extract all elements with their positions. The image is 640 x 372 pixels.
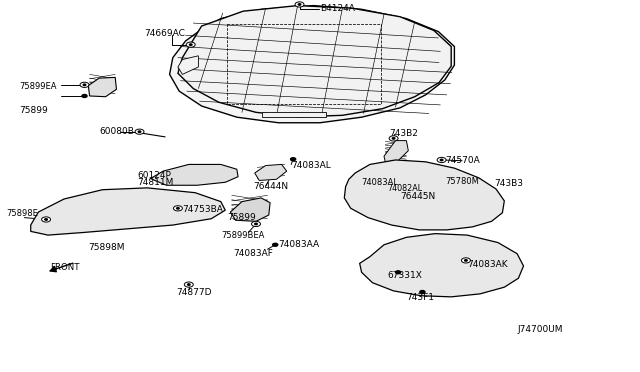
Text: 74083AF: 74083AF	[234, 249, 273, 258]
Polygon shape	[344, 160, 504, 230]
Text: 60080B: 60080B	[99, 127, 134, 136]
Text: J74700UM: J74700UM	[517, 325, 563, 334]
Circle shape	[45, 219, 47, 220]
Circle shape	[389, 136, 398, 141]
Circle shape	[42, 217, 51, 222]
Circle shape	[138, 131, 141, 132]
Text: 75899: 75899	[227, 213, 256, 222]
Circle shape	[173, 206, 182, 211]
Circle shape	[189, 44, 192, 45]
Text: 75899: 75899	[19, 106, 48, 115]
Text: 74669AC: 74669AC	[144, 29, 185, 38]
Circle shape	[291, 158, 296, 161]
Circle shape	[461, 258, 470, 263]
Text: 743B2: 743B2	[389, 129, 418, 138]
Text: 74083AK: 74083AK	[467, 260, 508, 269]
Polygon shape	[230, 198, 270, 221]
Text: 743F1: 743F1	[406, 293, 435, 302]
Circle shape	[440, 159, 443, 161]
Text: 60124P: 60124P	[138, 171, 172, 180]
Text: 75898M: 75898M	[88, 243, 125, 252]
Circle shape	[298, 4, 301, 5]
Text: 75898E: 75898E	[6, 209, 38, 218]
Polygon shape	[262, 112, 326, 117]
Circle shape	[396, 271, 401, 274]
Text: 74877D: 74877D	[176, 288, 211, 296]
Polygon shape	[255, 164, 287, 180]
Text: 67331X: 67331X	[387, 271, 422, 280]
Circle shape	[295, 2, 304, 7]
Circle shape	[252, 221, 260, 227]
Polygon shape	[150, 164, 238, 185]
Text: 74083AL: 74083AL	[362, 178, 399, 187]
Polygon shape	[360, 234, 524, 297]
Text: 76444N: 76444N	[253, 182, 288, 191]
Text: 743B3: 743B3	[494, 179, 523, 187]
Polygon shape	[178, 6, 451, 117]
Circle shape	[177, 208, 179, 209]
Text: 76445N: 76445N	[400, 192, 435, 201]
Text: B4124A: B4124A	[320, 4, 355, 13]
Circle shape	[83, 84, 86, 86]
Circle shape	[437, 157, 446, 163]
Circle shape	[186, 42, 195, 47]
Text: 75899BEA: 75899BEA	[221, 231, 264, 240]
Polygon shape	[178, 56, 198, 74]
Polygon shape	[170, 6, 454, 123]
Circle shape	[188, 284, 190, 285]
Circle shape	[255, 223, 257, 225]
Text: 75780M: 75780M	[445, 177, 479, 186]
Text: 75899EA: 75899EA	[19, 82, 57, 91]
Text: FRONT: FRONT	[50, 263, 79, 272]
Text: 74083AL: 74083AL	[291, 161, 331, 170]
Circle shape	[80, 82, 89, 87]
Circle shape	[273, 243, 278, 246]
Text: 74811M: 74811M	[138, 178, 174, 187]
Text: 74570A: 74570A	[445, 156, 479, 165]
Circle shape	[82, 94, 87, 97]
Circle shape	[465, 260, 467, 261]
Circle shape	[392, 138, 395, 139]
Circle shape	[420, 291, 425, 294]
Polygon shape	[88, 77, 116, 97]
Polygon shape	[31, 188, 225, 235]
Text: 74753BA: 74753BA	[182, 205, 223, 214]
Text: 74082AL: 74082AL	[387, 185, 422, 193]
Circle shape	[135, 129, 144, 134]
Polygon shape	[384, 141, 408, 162]
Text: 74083AA: 74083AA	[278, 240, 319, 249]
Circle shape	[184, 282, 193, 287]
